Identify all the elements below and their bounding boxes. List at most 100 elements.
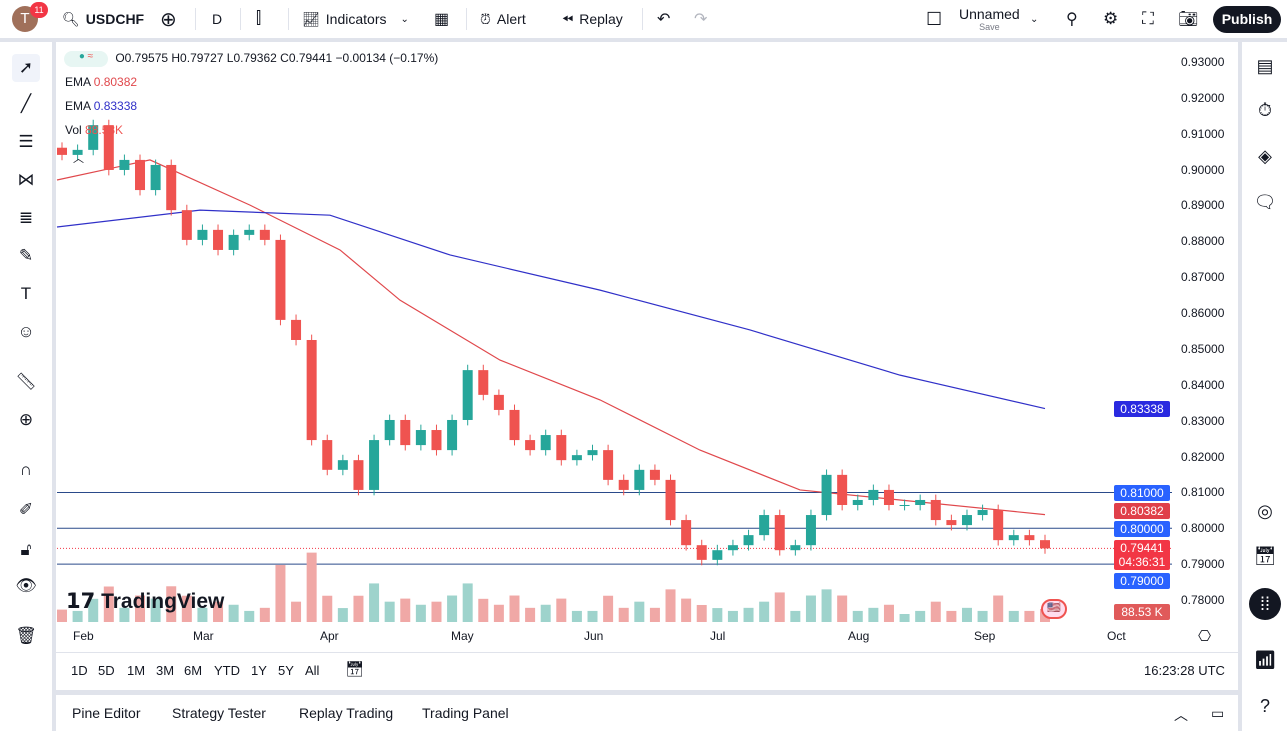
candle-body <box>72 149 83 155</box>
trend-line-icon[interactable]: ╱ <box>20 94 32 113</box>
timeframe-all[interactable]: All <box>305 663 320 678</box>
camera-icon[interactable]: 📷︎ <box>1178 11 1199 28</box>
volume-bar <box>774 592 785 622</box>
watchlist-icon[interactable]: ▤ <box>1256 56 1274 76</box>
ema-slow-line <box>56 209 1046 410</box>
candle-body <box>228 234 239 250</box>
alert-button[interactable]: ⏰︎ Alert <box>480 0 526 38</box>
candle-body <box>431 430 442 451</box>
volume-bar <box>961 607 972 622</box>
timeframe-6m[interactable]: 6M <box>184 663 203 678</box>
clock-timezone[interactable]: 16:23:28 UTC <box>1144 663 1225 678</box>
candle-body <box>993 510 1004 541</box>
search-icon: 🔍︎ <box>62 10 80 27</box>
calendar-icon[interactable]: 📅︎ <box>1253 546 1277 566</box>
symbol-search[interactable]: 🔍︎ USDCHF <box>62 0 144 38</box>
candles-icon[interactable]: ⫿ <box>256 10 262 27</box>
legend-ema-fast[interactable]: EMA 0.80382 <box>65 75 137 89</box>
layout-name[interactable]: Unnamed Save <box>959 6 1020 32</box>
maximize-panel-icon[interactable]: ▭ <box>1211 705 1225 721</box>
layers-icon[interactable]: ◈ <box>1258 146 1272 166</box>
indicators-button[interactable]: 📈︎ Indicators ⌄ <box>302 0 409 38</box>
price-tick: 0.92000 <box>1181 90 1225 105</box>
notification-badge: 11 <box>30 2 48 18</box>
price-tick: 0.84000 <box>1181 377 1225 392</box>
timeframe-5d[interactable]: 5D <box>98 663 115 678</box>
collapse-legend-icon[interactable]: ︿ <box>73 153 84 165</box>
indicators-label: Indicators <box>325 11 387 27</box>
legend-volume[interactable]: Vol 88.53K <box>65 123 123 137</box>
alerts-clock-icon[interactable]: ⏱︎ <box>1257 100 1273 120</box>
interval-button[interactable]: D <box>212 11 223 27</box>
brush-icon[interactable]: ✎ <box>18 246 34 265</box>
date-range-calendar-icon[interactable]: 📅︎ <box>345 661 365 678</box>
target-icon[interactable]: ◎ <box>1257 501 1273 521</box>
timeframe-5y[interactable]: 5Y <box>278 663 294 678</box>
publish-button[interactable]: Publish <box>1213 6 1281 33</box>
volume-bar <box>603 595 614 622</box>
redo-icon[interactable]: ↷ <box>694 11 708 28</box>
pencil-lock-icon[interactable]: ✐ <box>18 500 34 519</box>
volume-bar <box>852 610 863 622</box>
candle-body <box>821 474 832 516</box>
layout-chevron-icon[interactable]: ⌄ <box>1030 13 1039 25</box>
apps-grid-icon[interactable]: ⁞⁞ <box>1249 588 1281 620</box>
candle-body <box>1024 535 1035 541</box>
ema-slow-label: EMA <box>65 99 91 113</box>
undo-icon[interactable]: ↶ <box>657 11 671 28</box>
help-icon[interactable]: ? <box>1259 696 1270 716</box>
tab-pine-editor[interactable]: Pine Editor <box>72 705 141 721</box>
settings-gear-icon[interactable]: ⚙ <box>1103 9 1119 28</box>
candle-body <box>1008 535 1019 541</box>
pattern-icon[interactable]: ⋈ <box>17 170 35 189</box>
tab-replay-trading[interactable]: Replay Trading <box>299 705 394 721</box>
time-tick: Sep <box>974 629 996 643</box>
timeframe-ytd[interactable]: YTD <box>214 663 240 678</box>
level-079-label[interactable]: 0.79000 <box>1114 573 1170 589</box>
level-080-label[interactable]: 0.80000 <box>1114 521 1170 537</box>
candle-body <box>493 394 504 410</box>
timeframe-1y[interactable]: 1Y <box>251 663 267 678</box>
zoom-in-icon[interactable]: ⊕ <box>18 410 34 429</box>
layout-checkbox-icon[interactable]: ☐ <box>926 8 943 29</box>
candle-body <box>400 419 411 446</box>
templates-grid-icon[interactable]: ▦ <box>434 11 450 28</box>
fib-icon[interactable]: ≣ <box>18 208 34 227</box>
us-flag-events-icon[interactable]: 🇺🇸 <box>1041 599 1067 619</box>
volume-bar <box>275 564 286 622</box>
emoji-icon[interactable]: ☺ <box>17 322 35 341</box>
cursor-icon[interactable]: ➚ <box>12 54 40 82</box>
timeframe-1m[interactable]: 1M <box>127 663 146 678</box>
eye-icon[interactable]: 👁︎ <box>15 576 37 595</box>
volume-bar <box>400 598 411 622</box>
time-tick: Feb <box>73 629 94 643</box>
candle-body <box>259 229 270 240</box>
quick-search-icon[interactable]: ⚲ <box>1066 11 1078 28</box>
magnet-icon[interactable]: ∩ <box>19 460 33 479</box>
timeframe-1d[interactable]: 1D <box>71 663 88 678</box>
axis-settings-icon[interactable]: ⎔ <box>1198 628 1212 645</box>
replay-button[interactable]: ⏪︎ Replay <box>562 0 623 38</box>
chat-icon[interactable]: 🗨︎ <box>1253 192 1277 212</box>
horizontal-lines-icon[interactable]: ☰ <box>18 132 34 151</box>
ema-slow-value: 0.83338 <box>93 99 138 113</box>
ruler-icon[interactable]: 📏︎ <box>15 372 37 391</box>
fullscreen-icon[interactable]: ⛶ <box>1142 9 1154 28</box>
signal-icon[interactable]: 📶︎ <box>1253 650 1277 670</box>
tab-trading-panel[interactable]: Trading Panel <box>422 705 509 721</box>
collapse-panel-icon[interactable]: ︿ <box>1174 707 1188 723</box>
text-icon[interactable]: T <box>20 284 32 303</box>
lock-icon[interactable]: 🔓︎ <box>20 540 32 559</box>
compare-plus-icon[interactable]: ⊕ <box>160 8 177 31</box>
trash-icon[interactable]: 🗑︎ <box>15 626 37 645</box>
chart-pane[interactable] <box>56 42 1238 690</box>
ema-fast-price-label: 0.80382 <box>1114 503 1170 519</box>
volume-bar <box>930 601 941 622</box>
tab-strategy-tester[interactable]: Strategy Tester <box>172 705 266 721</box>
legend-ema-slow[interactable]: EMA 0.83338 <box>65 99 137 113</box>
volume-bar <box>306 552 317 622</box>
candle-body <box>946 520 957 526</box>
timeframe-3m[interactable]: 3M <box>156 663 175 678</box>
level-081-label[interactable]: 0.81000 <box>1114 485 1170 501</box>
